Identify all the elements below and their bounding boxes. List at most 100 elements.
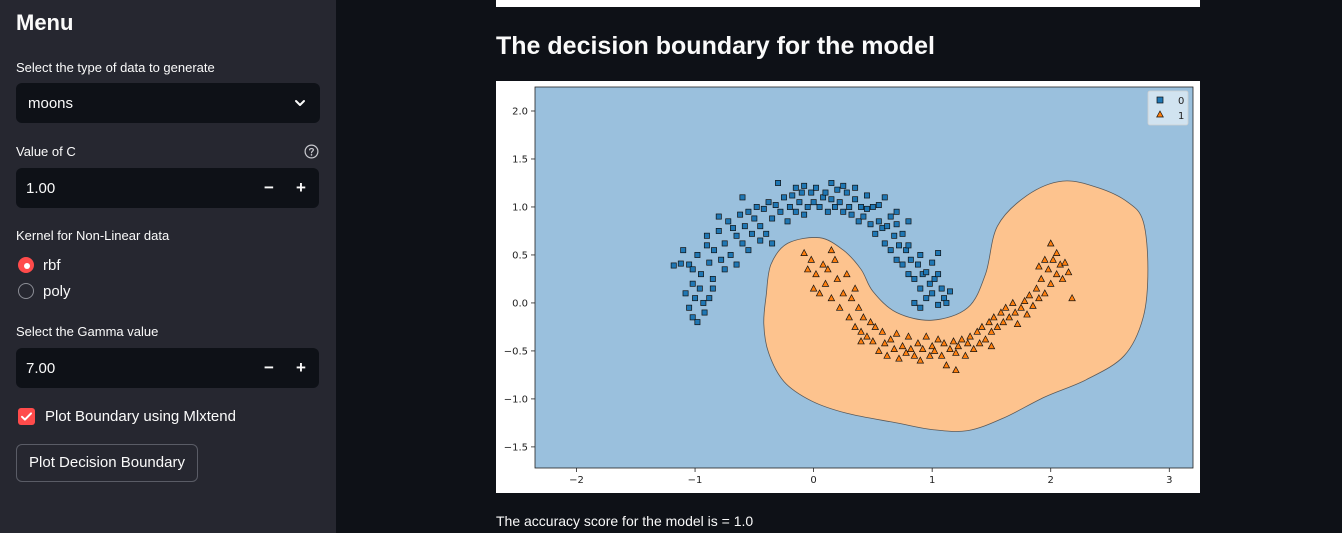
data-point-class-0 xyxy=(757,223,764,230)
data-point-class-1 xyxy=(904,332,913,340)
legend-marker-class-0 xyxy=(1156,96,1164,104)
data-point-class-1 xyxy=(946,344,954,352)
data-point-class-1 xyxy=(833,274,842,282)
data-point-class-1 xyxy=(993,322,1002,330)
chevron-down-icon xyxy=(295,100,305,106)
data-point-class-0 xyxy=(828,180,835,186)
data-point-class-0 xyxy=(917,304,924,311)
data-point-class-0 xyxy=(703,232,710,239)
data-point-class-1 xyxy=(1046,239,1055,247)
plot-decision-boundary-button[interactable]: Plot Decision Boundary xyxy=(16,444,198,482)
dataset-select[interactable]: moons xyxy=(16,83,320,123)
data-point-class-0 xyxy=(926,280,933,287)
data-point-class-0 xyxy=(784,218,791,225)
data-point-class-1 xyxy=(999,317,1008,326)
gamma-value-input[interactable]: 7.00 − + xyxy=(16,348,319,388)
data-point-class-1 xyxy=(827,293,836,302)
decision-boundary-plot: −2 −1 0 1 2 3 2.0 1.5 1.0 0.5 0.0 −0.5 −1.0 −1.5 0 1 xyxy=(496,81,1200,493)
x-tick-label: 0 xyxy=(810,475,816,486)
data-point-class-0 xyxy=(911,275,918,282)
help-icon[interactable] xyxy=(304,144,319,159)
data-point-class-1 xyxy=(937,351,946,359)
data-point-class-0 xyxy=(923,295,930,302)
data-point-class-1 xyxy=(866,317,875,326)
data-point-class-0 xyxy=(846,204,853,210)
data-point-class-0 xyxy=(772,202,779,208)
data-point-class-1 xyxy=(1009,298,1017,306)
data-point-class-0 xyxy=(733,261,740,268)
c-value-field[interactable]: 1.00 xyxy=(26,180,56,197)
data-point-class-1 xyxy=(1020,296,1029,304)
checkmark-icon xyxy=(21,411,32,421)
gamma-value-field[interactable]: 7.00 xyxy=(26,360,56,377)
data-point-class-0 xyxy=(765,199,772,206)
data-point-class-1 xyxy=(895,354,903,362)
data-point-class-0 xyxy=(670,262,677,269)
mlxtend-checkbox-row[interactable]: Plot Boundary using Mlxtend xyxy=(18,406,236,426)
data-point-class-1 xyxy=(1035,262,1043,270)
data-point-class-0 xyxy=(733,232,740,239)
data-point-class-1 xyxy=(914,339,922,347)
data-point-class-0 xyxy=(694,319,701,326)
data-point-class-0 xyxy=(896,242,902,249)
c-value-input[interactable]: 1.00 − + xyxy=(16,168,319,208)
data-point-class-1 xyxy=(1025,291,1034,299)
data-point-class-1 xyxy=(839,289,848,297)
data-point-class-0 xyxy=(855,218,862,225)
data-point-class-1 xyxy=(1044,265,1053,273)
data-point-class-0 xyxy=(864,192,870,199)
data-point-class-1 xyxy=(978,322,986,330)
data-point-class-0 xyxy=(881,194,888,201)
data-point-class-0 xyxy=(887,213,894,220)
data-point-class-1 xyxy=(1017,303,1025,311)
mlxtend-checkbox[interactable] xyxy=(18,407,35,425)
data-point-class-1 xyxy=(871,322,880,330)
legend-label-class-1: 1 xyxy=(1178,111,1184,122)
data-point-class-0 xyxy=(686,261,693,268)
sidebar-title: Menu xyxy=(16,10,74,35)
data-point-class-0 xyxy=(929,290,936,297)
data-point-class-1 xyxy=(1046,279,1055,287)
radio-unselected-icon[interactable] xyxy=(18,283,34,299)
data-point-class-1 xyxy=(934,335,942,343)
dataset-select-value: moons xyxy=(28,95,74,112)
data-point-class-0 xyxy=(938,285,945,292)
data-point-class-1 xyxy=(940,339,948,347)
data-point-class-1 xyxy=(1052,269,1061,278)
gamma-decrement-button[interactable]: − xyxy=(264,358,274,377)
y-tick-label: 0.5 xyxy=(512,250,528,261)
data-point-class-0 xyxy=(739,194,746,201)
data-point-class-0 xyxy=(694,251,701,258)
data-point-class-0 xyxy=(858,204,864,210)
radio-selected-icon[interactable] xyxy=(18,257,34,273)
data-point-class-0 xyxy=(872,230,879,237)
data-point-class-1 xyxy=(1064,268,1073,276)
gamma-label: Select the Gamma value xyxy=(16,324,159,339)
data-point-class-0 xyxy=(820,194,827,201)
dataset-label: Select the type of data to generate xyxy=(16,60,215,75)
data-point-class-0 xyxy=(852,184,859,191)
data-point-class-0 xyxy=(682,290,689,297)
data-point-class-0 xyxy=(828,196,835,203)
data-point-class-1 xyxy=(985,317,993,326)
c-decrement-button[interactable]: − xyxy=(264,178,274,197)
data-point-class-1 xyxy=(827,246,836,254)
data-point-class-1 xyxy=(847,293,856,302)
data-point-class-1 xyxy=(1032,284,1041,292)
data-point-class-1 xyxy=(952,348,960,356)
kernel-option-rbf[interactable]: rbf xyxy=(18,255,61,275)
c-increment-button[interactable]: + xyxy=(296,178,306,197)
kernel-option-poly[interactable]: poly xyxy=(18,281,71,301)
y-tick-label: −0.5 xyxy=(504,346,528,357)
gamma-increment-button[interactable]: + xyxy=(296,358,306,377)
data-point-class-1 xyxy=(942,361,951,369)
data-point-class-0 xyxy=(698,271,704,278)
data-point-class-0 xyxy=(867,221,874,228)
data-point-class-0 xyxy=(813,184,819,191)
data-point-class-1 xyxy=(854,303,863,311)
data-point-class-1 xyxy=(843,269,851,278)
data-point-class-0 xyxy=(804,204,811,210)
data-point-class-0 xyxy=(905,242,912,249)
data-point-class-0 xyxy=(914,261,921,268)
data-point-class-0 xyxy=(816,204,823,210)
